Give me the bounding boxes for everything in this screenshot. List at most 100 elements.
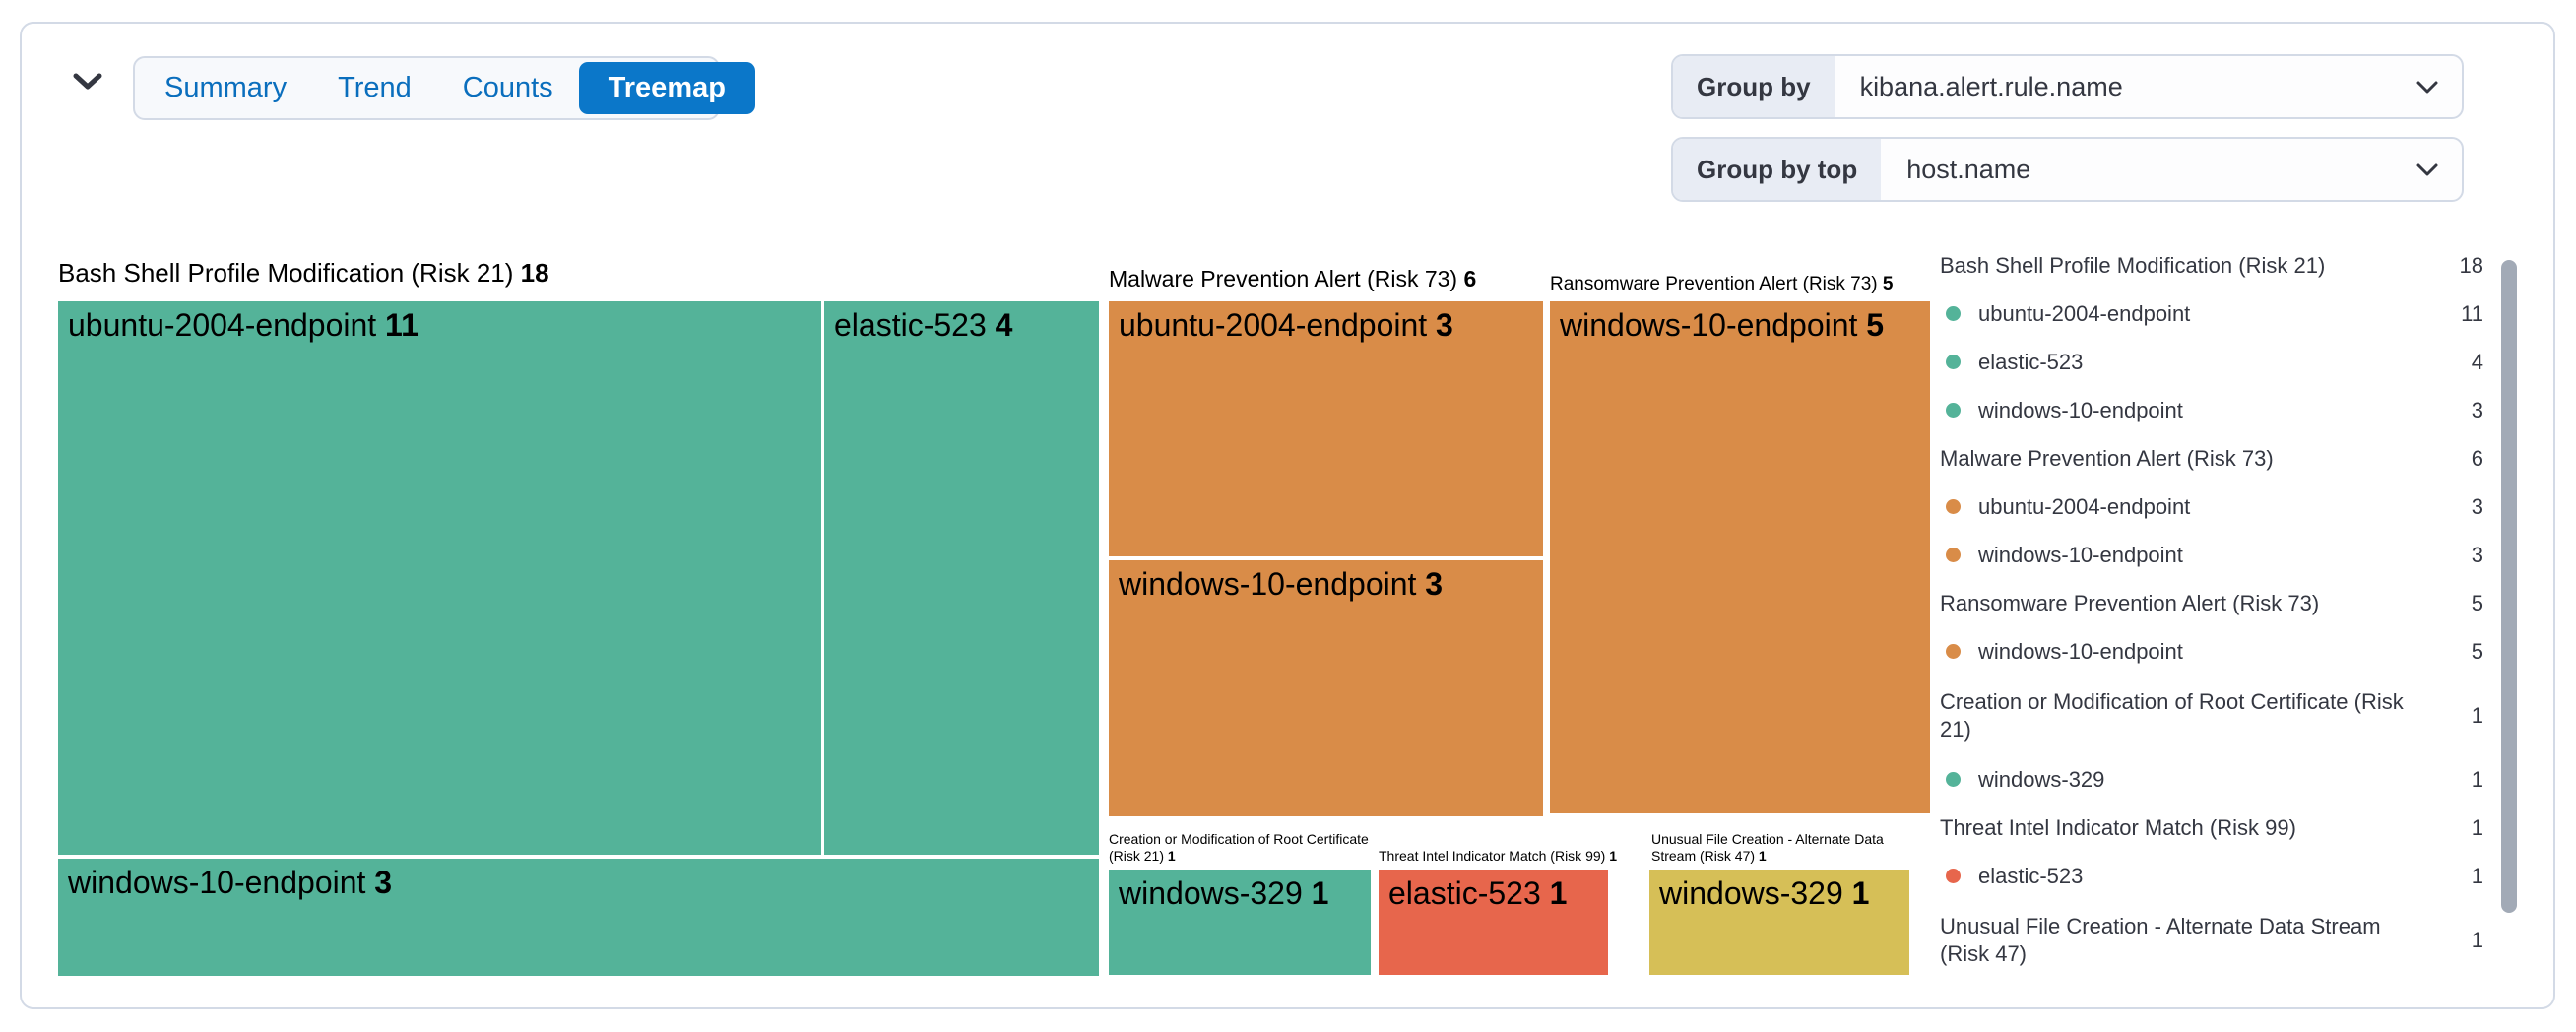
treemap-group-header: Threat Intel Indicator Match (Risk 99) 1	[1379, 848, 1617, 864]
legend-header-row: Malware Prevention Alert (Risk 73) 6	[1940, 434, 2483, 483]
legend-label: Malware Prevention Alert (Risk 73)	[1940, 445, 2274, 471]
treemap-cell-windows-329[interactable]: windows-329 1	[1109, 870, 1371, 975]
treemap-group-header: Unusual File Creation - Alternate Data S…	[1651, 831, 1884, 865]
treemap-group-header: Ransomware Prevention Alert (Risk 73) 5	[1550, 274, 1894, 295]
legend-label: elastic-523	[1978, 863, 2084, 888]
legend-count: 3	[2471, 493, 2483, 519]
group-count: 5	[1882, 274, 1894, 294]
group-name-line1: Unusual File Creation - Alternate Data	[1651, 831, 1884, 847]
treemap-group-header: Malware Prevention Alert (Risk 73) 6	[1109, 266, 1476, 292]
legend-label: Bash Shell Profile Modification (Risk 21…	[1940, 252, 2326, 278]
legend-color-dot	[1946, 869, 1961, 883]
treemap-cell-windows-329[interactable]: windows-329 1	[1649, 870, 1909, 975]
group-name: Malware Prevention Alert (Risk 73)	[1109, 266, 1458, 291]
legend-header-row: Bash Shell Profile Modification (Risk 21…	[1940, 241, 2483, 290]
legend-item-row: windows-329 1	[1940, 755, 2483, 804]
treemap-legend: Bash Shell Profile Modification (Risk 21…	[1940, 241, 2483, 980]
legend-label: windows-10-endpoint	[1978, 397, 2183, 422]
legend-count: 1	[2471, 702, 2483, 728]
treemap-cell-windows-10-endpoint[interactable]: windows-10-endpoint 3	[1109, 560, 1543, 816]
legend-count: 3	[2471, 542, 2483, 567]
group-by-label: Group by	[1673, 56, 1835, 117]
legend-color-dot	[1946, 644, 1961, 659]
cell-label: elastic-523 1	[1388, 875, 1568, 911]
treemap-cell-ubuntu-2004-endpoint[interactable]: ubuntu-2004-endpoint 11	[58, 301, 821, 855]
legend-count: 6	[2471, 445, 2483, 471]
legend-label: Creation or Modification of Root Certifi…	[1940, 688, 2404, 742]
cell-label: windows-10-endpoint 3	[68, 865, 393, 900]
legend-header-row: Threat Intel Indicator Match (Risk 99) 1	[1940, 804, 2483, 852]
legend-color-dot	[1946, 306, 1961, 321]
legend-header-row: Unusual File Creation - Alternate Data S…	[1940, 900, 2483, 980]
legend-label: windows-10-endpoint	[1978, 542, 2183, 567]
tab-treemap[interactable]: Treemap	[578, 62, 755, 114]
cell-label: ubuntu-2004-endpoint 11	[68, 307, 419, 343]
group-by-top-select[interactable]: Group by top host.name	[1671, 137, 2464, 202]
legend-scrollbar-thumb[interactable]	[2501, 260, 2517, 913]
legend-item-row: ubuntu-2004-endpoint 11	[1940, 290, 2483, 338]
group-name: Bash Shell Profile Modification (Risk 21…	[58, 258, 514, 288]
collapse-section-button[interactable]	[71, 71, 110, 100]
treemap-group-header: Bash Shell Profile Modification (Risk 21…	[58, 258, 549, 289]
legend-count: 1	[2471, 766, 2483, 792]
legend-label: windows-10-endpoint	[1978, 638, 2183, 664]
legend-item-row: windows-10-endpoint 5	[1940, 627, 2483, 676]
legend-count: 5	[2471, 590, 2483, 615]
chevron-down-icon	[71, 71, 110, 93]
tab-summary[interactable]: Summary	[164, 72, 288, 103]
legend-count: 1	[2471, 814, 2483, 840]
chevron-down-icon	[2393, 56, 2462, 117]
treemap-cell-ubuntu-2004-endpoint[interactable]: ubuntu-2004-endpoint 3	[1109, 301, 1543, 556]
tab-counts[interactable]: Counts	[462, 72, 553, 103]
legend-count: 1	[2471, 863, 2483, 888]
group-by-top-label: Group by top	[1673, 139, 1882, 200]
legend-header-row: Creation or Modification of Root Certifi…	[1940, 676, 2483, 755]
legend-color-dot	[1946, 772, 1961, 787]
treemap-cell-windows-10-endpoint[interactable]: windows-10-endpoint 3	[58, 859, 1099, 976]
group-name-line2: Stream (Risk 47) 1	[1651, 848, 1767, 864]
legend-label: ubuntu-2004-endpoint	[1978, 300, 2191, 326]
treemap-group-header: Creation or Modification of Root Certifi…	[1109, 831, 1369, 865]
legend-label: Unusual File Creation - Alternate Data S…	[1940, 913, 2381, 966]
legend-item-row: elastic-523 1	[1940, 852, 2483, 900]
treemap-cell-elastic-523[interactable]: elastic-523 4	[824, 301, 1099, 855]
cell-label: windows-10-endpoint 3	[1119, 566, 1444, 602]
legend-label: elastic-523	[1978, 349, 2084, 374]
legend-item-row: windows-10-endpoint 3	[1940, 386, 2483, 434]
alerts-visualization-panel: Summary Trend Counts Treemap Group by ki…	[20, 22, 2555, 1009]
cell-label: windows-329 1	[1119, 875, 1329, 911]
group-name-line1: Creation or Modification of Root Certifi…	[1109, 831, 1369, 847]
legend-count: 5	[2471, 638, 2483, 664]
legend-count: 1	[2471, 927, 2483, 952]
legend-color-dot	[1946, 499, 1961, 514]
legend-color-dot	[1946, 548, 1961, 562]
legend-count: 3	[2471, 397, 2483, 422]
treemap-cell-windows-10-endpoint[interactable]: windows-10-endpoint 5	[1550, 301, 1930, 813]
legend-color-dot	[1946, 403, 1961, 418]
legend-item-row: elastic-523 4	[1940, 338, 2483, 386]
legend-count: 11	[2461, 300, 2483, 326]
group-count: 6	[1463, 266, 1477, 291]
cell-label: ubuntu-2004-endpoint 3	[1119, 307, 1453, 343]
legend-label: Ransomware Prevention Alert (Risk 73)	[1940, 590, 2320, 615]
legend-item-row: ubuntu-2004-endpoint 3	[1940, 483, 2483, 531]
cell-label: windows-329 1	[1659, 875, 1870, 911]
tab-trend[interactable]: Trend	[338, 72, 412, 103]
legend-label: Threat Intel Indicator Match (Risk 99)	[1940, 814, 2296, 840]
cell-label: windows-10-endpoint 5	[1560, 307, 1885, 343]
cell-label: elastic-523 4	[834, 307, 1013, 343]
group-name-line2: (Risk 21) 1	[1109, 848, 1176, 864]
group-count: 18	[520, 258, 549, 288]
legend-item-row: windows-10-endpoint 3	[1940, 531, 2483, 579]
treemap-cell-elastic-523[interactable]: elastic-523 1	[1379, 870, 1608, 975]
chart-view-button-group: Summary Trend Counts Treemap	[133, 56, 755, 120]
group-by-value: kibana.alert.rule.name	[1859, 71, 2123, 101]
group-name: Ransomware Prevention Alert (Risk 73)	[1550, 274, 1878, 294]
legend-count: 18	[2459, 252, 2483, 278]
legend-color-dot	[1946, 355, 1961, 369]
legend-header-row: Ransomware Prevention Alert (Risk 73) 5	[1940, 579, 2483, 627]
legend-label: windows-329	[1978, 766, 2105, 792]
group-by-select[interactable]: Group by kibana.alert.rule.name	[1671, 54, 2464, 119]
group-by-top-value: host.name	[1906, 154, 2031, 184]
